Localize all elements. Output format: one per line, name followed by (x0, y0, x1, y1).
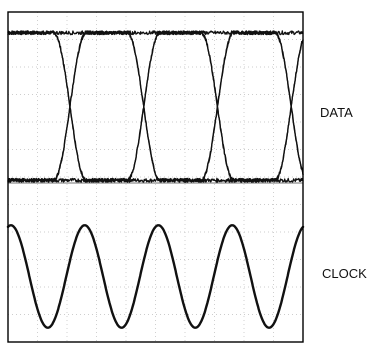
clock-channel-label: CLOCK (322, 266, 367, 281)
clock-trace (6, 224, 305, 329)
data-trace-2 (7, 30, 304, 183)
data-trace-1 (7, 30, 304, 183)
data-trace-5 (7, 30, 304, 183)
data-channel-label: DATA (320, 105, 353, 120)
data-eye-traces (7, 30, 304, 183)
plot-frame (7, 11, 304, 343)
data-trace-0 (7, 30, 304, 183)
data-trace-4 (7, 30, 304, 183)
graticule (8, 12, 303, 342)
data-trace-3 (7, 30, 304, 183)
clock-sine-trace (6, 224, 305, 329)
